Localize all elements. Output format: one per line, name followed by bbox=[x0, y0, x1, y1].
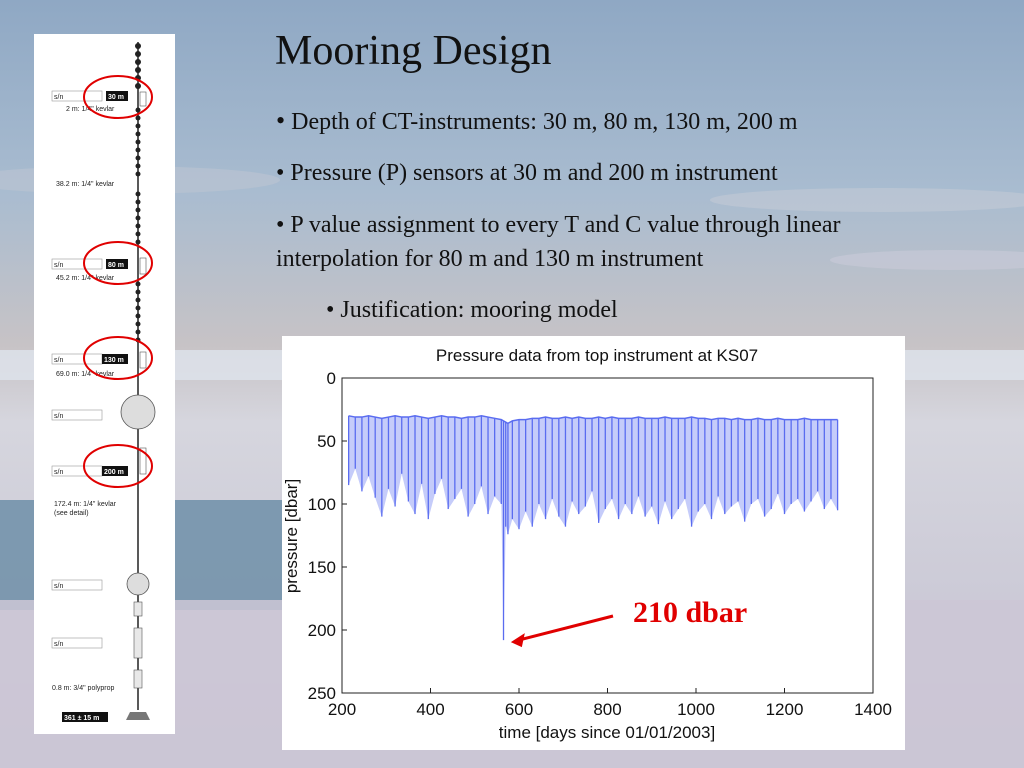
x-tick-label: 1000 bbox=[677, 700, 715, 719]
y-tick-label: 0 bbox=[327, 369, 336, 388]
x-axis: 200 400 600 800 1000 1200 1400 bbox=[328, 688, 892, 719]
slide-title: Mooring Design bbox=[275, 28, 552, 74]
bullet-dot: • bbox=[276, 160, 285, 186]
sn-label: s/n bbox=[54, 641, 63, 648]
x-tick-label: 1200 bbox=[766, 700, 804, 719]
sn-label: s/n bbox=[54, 262, 63, 269]
x-tick-label: 600 bbox=[505, 700, 533, 719]
x-axis-label: time [days since 01/01/2003] bbox=[499, 723, 715, 742]
bullet-dot: • bbox=[276, 106, 286, 135]
bullet-pressure-sensors: • Pressure (P) sensors at 30 m and 200 m… bbox=[276, 156, 778, 190]
bullet-text: Pressure (P) sensors at 30 m and 200 m i… bbox=[290, 160, 778, 186]
y-tick-label: 150 bbox=[308, 558, 336, 577]
chain-beads bbox=[135, 43, 141, 343]
sn-label: s/n bbox=[54, 469, 63, 476]
anchor-weight bbox=[126, 712, 150, 720]
sn-label: s/n bbox=[54, 583, 63, 590]
instrument-depth-200: 200 m bbox=[104, 469, 124, 476]
x-tick-label: 1400 bbox=[854, 700, 892, 719]
y-tick-label: 100 bbox=[308, 495, 336, 514]
bullet-dot: • bbox=[276, 212, 285, 238]
instrument-depth-80: 80 m bbox=[108, 262, 124, 269]
pressure-line bbox=[348, 415, 838, 425]
sn-label: s/n bbox=[54, 94, 63, 101]
x-tick-label: 200 bbox=[328, 700, 356, 719]
sn-label: s/n bbox=[54, 357, 63, 364]
mooring-diagram: s/n 30 m 2 m: 1/4" kevlar 38.2 m: 1/4" k… bbox=[34, 34, 175, 734]
highlight-80m bbox=[83, 241, 153, 285]
annotation-label-210-dbar: 210 dbar bbox=[633, 596, 748, 629]
highlight-30m bbox=[83, 75, 153, 119]
segment-label: 172.4 m: 1/4" kevlar bbox=[54, 501, 117, 508]
instrument-depth-30: 30 m bbox=[108, 94, 124, 101]
highlight-200m bbox=[83, 444, 153, 488]
sn-label: s/n bbox=[54, 413, 63, 420]
segment-label: (see detail) bbox=[54, 510, 89, 517]
highlight-130m bbox=[83, 336, 153, 380]
segment-label: 45.2 m: 1/4" kevlar bbox=[56, 275, 115, 282]
annotation-arrow-head bbox=[510, 633, 525, 648]
bullet-text: P value assignment to every T and C valu… bbox=[276, 212, 841, 272]
segment-label: 38.2 m: 1/4" kevlar bbox=[56, 181, 115, 188]
bullet-interpolation: • P value assignment to every T and C va… bbox=[276, 208, 966, 276]
annotation-arrow-shaft bbox=[518, 614, 614, 642]
bullet-text: Depth of CT-instruments: 30 m, 80 m, 130… bbox=[291, 109, 798, 135]
y-tick-label: 250 bbox=[308, 684, 336, 703]
bullet-dot: • bbox=[326, 297, 335, 323]
y-tick-label: 200 bbox=[308, 621, 336, 640]
pressure-chart: Pressure data from top instrument at KS0… bbox=[282, 336, 905, 750]
bullet-justification: • Justification: mooring model bbox=[326, 293, 618, 327]
float-spheres bbox=[120, 394, 156, 596]
instrument-depth-130: 130 m bbox=[104, 357, 124, 364]
bullet-ct-depths: • Depth of CT-instruments: 30 m, 80 m, 1… bbox=[276, 104, 798, 139]
y-axis-label: pressure [dbar] bbox=[282, 479, 301, 593]
segment-label: 69.0 m: 1/4" kevlar bbox=[56, 371, 115, 378]
bullet-text: Justification: mooring model bbox=[340, 297, 618, 323]
pressure-envelope bbox=[348, 415, 838, 641]
y-tick-label: 50 bbox=[317, 432, 336, 451]
highlight-circles bbox=[83, 75, 153, 488]
segment-label: 0.8 m: 3/4" polyprop bbox=[52, 685, 115, 692]
release-unit bbox=[133, 601, 143, 689]
x-tick-label: 400 bbox=[416, 700, 444, 719]
x-tick-label: 800 bbox=[593, 700, 621, 719]
series-layer bbox=[347, 415, 839, 641]
chart-title: Pressure data from top instrument at KS0… bbox=[436, 346, 758, 365]
y-axis: 0 50 100 150 200 250 bbox=[308, 369, 347, 703]
annotation-arrow bbox=[510, 614, 614, 648]
bottom-depth-label: 361 ± 15 m bbox=[64, 715, 99, 722]
